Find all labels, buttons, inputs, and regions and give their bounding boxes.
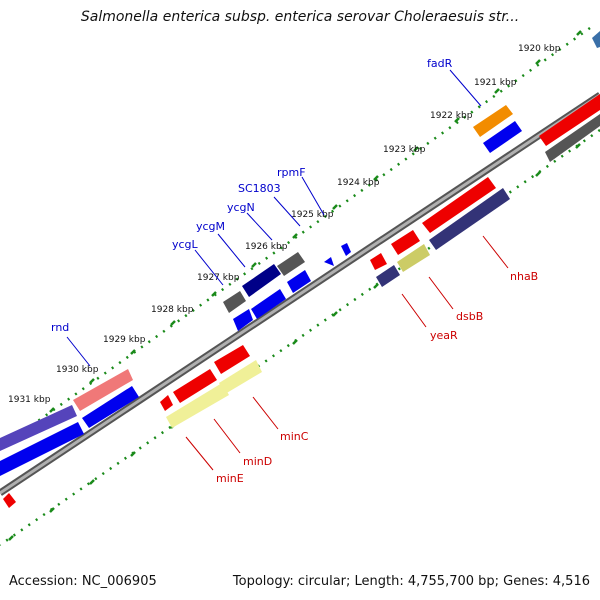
scale-tick-label: 1920 kbp bbox=[518, 44, 561, 54]
label-leaders bbox=[66, 69, 509, 471]
gene-label-minC[interactable]: minC bbox=[280, 430, 309, 443]
gene-feature[interactable] bbox=[242, 264, 281, 297]
gene-feature[interactable] bbox=[397, 244, 430, 272]
gene-feature[interactable] bbox=[233, 309, 253, 331]
gene-label-fadR[interactable]: fadR bbox=[427, 57, 453, 70]
scale-tick-label: 1923 kbp bbox=[383, 145, 426, 155]
gene-feature[interactable] bbox=[376, 265, 400, 287]
gene-feature[interactable] bbox=[3, 493, 16, 508]
scale-tick-label: 1922 kbp bbox=[430, 111, 473, 121]
gene-feature[interactable] bbox=[592, 31, 600, 48]
gene-feature[interactable] bbox=[166, 383, 229, 428]
gene-feature[interactable] bbox=[341, 243, 351, 256]
accession-text: Accession: NC_006905 bbox=[9, 574, 157, 589]
scale-tick-label: 1928 kbp bbox=[151, 305, 194, 315]
forward-strand-features bbox=[0, 31, 600, 476]
gene-feature[interactable] bbox=[324, 257, 334, 266]
gene-feature[interactable] bbox=[0, 405, 77, 451]
scale-tick-label: 1927 kbp bbox=[197, 273, 240, 283]
gene-feature[interactable] bbox=[251, 289, 286, 319]
gene-label-dsbB[interactable]: dsbB bbox=[456, 310, 483, 323]
gene-feature[interactable] bbox=[0, 422, 84, 476]
gene-feature[interactable] bbox=[214, 345, 250, 374]
scale-tick-label: 1926 kbp bbox=[245, 242, 288, 252]
scale-tick-label: 1931 kbp bbox=[8, 395, 51, 405]
gene-label-rpmF[interactable]: rpmF bbox=[277, 166, 306, 179]
scale-tick-label: 1925 kbp bbox=[291, 210, 334, 220]
gene-feature[interactable] bbox=[287, 270, 311, 293]
gene-feature[interactable] bbox=[545, 114, 600, 162]
scale-tick-label: 1924 kbp bbox=[337, 178, 380, 188]
upper-scale-ruler bbox=[0, 26, 591, 450]
gene-feature[interactable] bbox=[173, 369, 217, 403]
scale-tick-label: 1921 kbp bbox=[474, 78, 517, 88]
genome-title: Salmonella enterica subsp. enterica sero… bbox=[80, 9, 520, 25]
gene-feature[interactable] bbox=[219, 360, 262, 394]
gene-label-sc1803[interactable]: SC1803 bbox=[238, 182, 281, 195]
gene-feature[interactable] bbox=[422, 177, 496, 233]
reverse-strand-features bbox=[3, 177, 510, 508]
gene-label-nhaB[interactable]: nhaB bbox=[510, 270, 538, 283]
gene-feature[interactable] bbox=[223, 291, 246, 313]
gene-label-ycgN[interactable]: ycgN bbox=[227, 201, 255, 214]
gene-label-yeaR[interactable]: yeaR bbox=[430, 329, 458, 342]
gene-label-minD[interactable]: minD bbox=[243, 455, 272, 468]
gene-feature[interactable] bbox=[483, 121, 522, 153]
gene-feature[interactable] bbox=[429, 188, 510, 250]
gene-feature[interactable] bbox=[370, 253, 387, 270]
gene-label-ycgM[interactable]: ycgM bbox=[196, 220, 225, 233]
gene-feature[interactable] bbox=[73, 369, 133, 411]
genome-backbone-highlight bbox=[0, 93, 600, 495]
gene-label-ycgL[interactable]: ycgL bbox=[172, 238, 199, 251]
genome-summary-text: Topology: circular; Length: 4,755,700 bp… bbox=[232, 574, 590, 589]
gene-feature[interactable] bbox=[277, 252, 305, 276]
scale-tick-label: 1930 kbp bbox=[56, 365, 99, 375]
gene-label-rnd[interactable]: rnd bbox=[51, 321, 69, 334]
gene-feature[interactable] bbox=[391, 230, 420, 255]
gene-label-minE[interactable]: minE bbox=[216, 472, 244, 485]
gene-feature[interactable] bbox=[539, 94, 600, 146]
scale-tick-label: 1929 kbp bbox=[103, 335, 146, 345]
gene-feature[interactable] bbox=[473, 105, 513, 137]
gene-feature[interactable] bbox=[160, 395, 173, 411]
gene-feature[interactable] bbox=[82, 386, 139, 428]
